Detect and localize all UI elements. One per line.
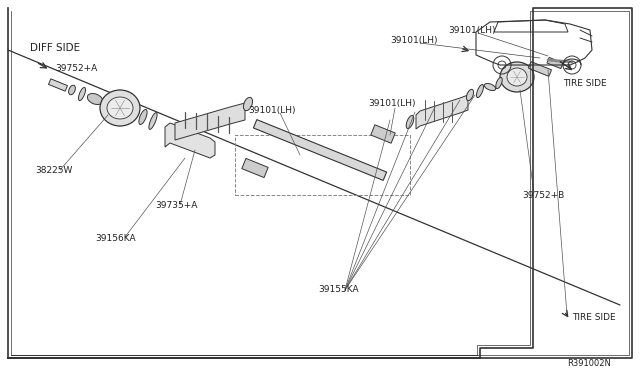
Text: 39101(LH): 39101(LH) xyxy=(448,26,495,35)
Text: 39735+A: 39735+A xyxy=(155,201,197,209)
Bar xyxy=(547,57,563,68)
Ellipse shape xyxy=(149,113,157,129)
Ellipse shape xyxy=(68,85,76,95)
Bar xyxy=(242,158,268,177)
Ellipse shape xyxy=(496,77,502,89)
Ellipse shape xyxy=(507,68,527,86)
Ellipse shape xyxy=(79,87,86,100)
Ellipse shape xyxy=(100,90,140,126)
Bar xyxy=(235,135,410,195)
Text: 38225W: 38225W xyxy=(35,166,72,174)
Text: 39752+A: 39752+A xyxy=(55,64,97,73)
Text: TIRE SIDE: TIRE SIDE xyxy=(563,78,607,87)
Text: DIFF SIDE: DIFF SIDE xyxy=(30,43,80,53)
Bar xyxy=(49,79,67,91)
Polygon shape xyxy=(416,95,468,129)
Bar xyxy=(253,120,387,180)
Ellipse shape xyxy=(500,62,534,92)
Ellipse shape xyxy=(139,109,147,125)
Text: TIRE SIDE: TIRE SIDE xyxy=(572,314,616,323)
Ellipse shape xyxy=(243,97,253,110)
Ellipse shape xyxy=(477,84,483,97)
Ellipse shape xyxy=(87,93,102,105)
Bar xyxy=(529,62,552,76)
Text: 39101(LH): 39101(LH) xyxy=(390,35,438,45)
Ellipse shape xyxy=(406,115,414,129)
Text: R391002N: R391002N xyxy=(567,359,611,368)
Text: 39101(LH): 39101(LH) xyxy=(248,106,296,115)
Bar xyxy=(371,125,396,143)
Ellipse shape xyxy=(484,83,495,90)
Text: 39156KA: 39156KA xyxy=(95,234,136,243)
Ellipse shape xyxy=(467,89,474,101)
Ellipse shape xyxy=(107,97,133,119)
Text: 39752+B: 39752+B xyxy=(522,190,564,199)
Polygon shape xyxy=(165,123,215,158)
Text: 39101(LH): 39101(LH) xyxy=(368,99,415,108)
Polygon shape xyxy=(175,103,245,140)
Text: 39155KA: 39155KA xyxy=(318,285,358,295)
